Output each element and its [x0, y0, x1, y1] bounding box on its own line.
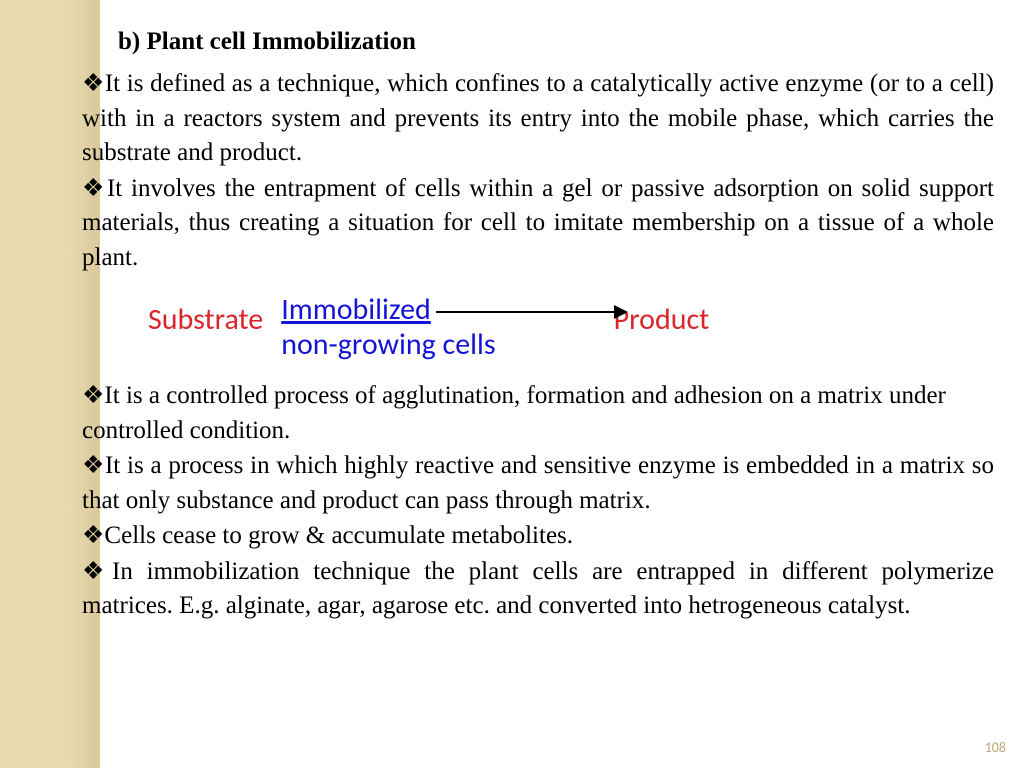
bullet-6-text: In immobilization technique the plant ce… [82, 558, 994, 620]
diamond-bullet-icon: ❖ [82, 69, 105, 97]
diamond-bullet-icon: ❖ [82, 381, 104, 409]
bullet-4-text: It is a process in which highly reactive… [82, 452, 994, 514]
diamond-bullet-icon: ❖ [82, 521, 104, 549]
page-number: 108 [985, 739, 1006, 756]
bullet-3-text: It is a controlled process of agglutinat… [82, 382, 946, 444]
arrow-icon [436, 311, 626, 313]
diagram-middle-column: Immobilized non-growing cells [281, 293, 495, 362]
section-heading: b) Plant cell Immobilization [118, 28, 994, 56]
bullet-3: ❖It is a controlled process of agglutina… [82, 378, 994, 448]
bullet-2-text: It involves the entrapment of cells with… [82, 175, 994, 271]
bullet-4: ❖It is a process in which highly reactiv… [82, 448, 994, 518]
bullet-1: ❖It is defined as a technique, which con… [82, 66, 994, 171]
bullet-1-text: It is defined as a technique, which conf… [82, 70, 994, 166]
bullet-6: ❖In immobilization technique the plant c… [82, 554, 994, 624]
diamond-bullet-icon: ❖ [82, 174, 107, 202]
diagram-substrate-label: Substrate [148, 293, 263, 338]
bullet-5-text: Cells cease to grow & accumulate metabol… [104, 522, 573, 549]
diamond-bullet-icon: ❖ [82, 451, 105, 479]
diagram-nongrowing-label: non-growing cells [281, 328, 495, 363]
reaction-diagram: Substrate Immobilized non-growing cells … [148, 293, 994, 362]
bullet-2: ❖It involves the entrapment of cells wit… [82, 171, 994, 276]
diagram-immobilized-label: Immobilized [281, 293, 431, 328]
slide-content: b) Plant cell Immobilization ❖It is defi… [100, 0, 1024, 624]
bullet-5: ❖Cells cease to grow & accumulate metabo… [82, 518, 994, 554]
diamond-bullet-icon: ❖ [82, 557, 112, 585]
